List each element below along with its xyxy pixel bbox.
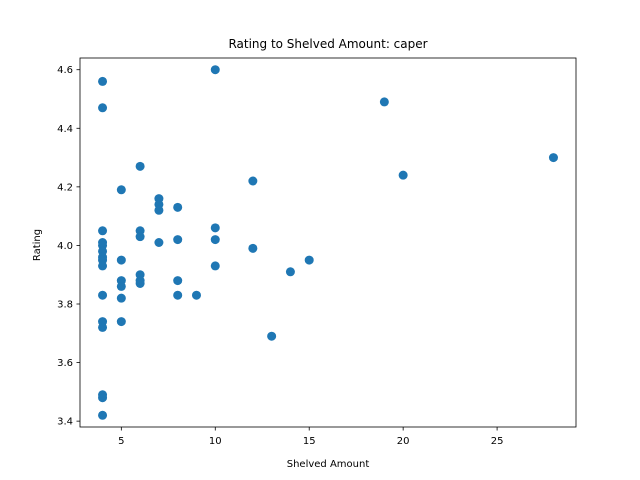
data-point [248, 176, 258, 186]
data-point [173, 235, 183, 245]
data-point [116, 293, 126, 303]
chart-title: Rating to Shelved Amount: caper [228, 37, 427, 51]
data-point [98, 322, 108, 332]
x-tick-label: 15 [303, 436, 316, 447]
plot-frame [79, 57, 577, 428]
y-tick-label: 4.2 [57, 182, 73, 193]
y-tick-label: 4.0 [57, 241, 73, 252]
y-tick-label: 3.8 [57, 300, 73, 311]
data-point [267, 331, 277, 341]
data-point [135, 279, 145, 288]
y-tick-label: 4.4 [57, 124, 73, 135]
data-point [116, 255, 126, 265]
data-point [116, 185, 126, 195]
data-point [173, 202, 183, 212]
y-tick-label: 3.6 [57, 358, 73, 369]
data-point [210, 235, 220, 245]
data-point [116, 281, 126, 291]
data-point [398, 170, 408, 180]
x-tick-label: 20 [397, 436, 410, 447]
data-point [379, 97, 389, 107]
data-point [210, 261, 220, 271]
data-point [135, 161, 145, 171]
x-axis-label: Shelved Amount [287, 459, 370, 470]
data-point [154, 205, 164, 215]
data-point [173, 290, 183, 300]
y-tick-label: 4.6 [57, 65, 73, 76]
data-point [285, 267, 295, 277]
data-point [98, 103, 108, 113]
x-tick-label: 25 [491, 436, 504, 447]
data-point [191, 290, 201, 300]
data-point [173, 276, 183, 286]
data-point [98, 226, 108, 236]
data-point [154, 238, 164, 247]
data-point [116, 317, 126, 327]
data-point [548, 153, 558, 163]
x-tick-label: 5 [118, 436, 124, 447]
data-point [304, 255, 314, 265]
data-point [98, 76, 108, 86]
data-point [98, 290, 108, 300]
data-point [135, 232, 145, 242]
points-layer [98, 65, 558, 420]
data-point [248, 243, 258, 253]
x-tick-label: 10 [209, 436, 222, 447]
data-point [98, 410, 108, 420]
data-point [210, 65, 220, 75]
y-axis-label: Rating [32, 229, 43, 261]
data-point [210, 223, 220, 233]
y-tick-label: 3.4 [57, 417, 73, 428]
axes-layer: 5 10 15 20 25 3.4 3.6 3.8 4.0 4.2 4.4 4.6 [57, 57, 577, 447]
data-point [98, 393, 108, 403]
data-point [98, 261, 108, 271]
